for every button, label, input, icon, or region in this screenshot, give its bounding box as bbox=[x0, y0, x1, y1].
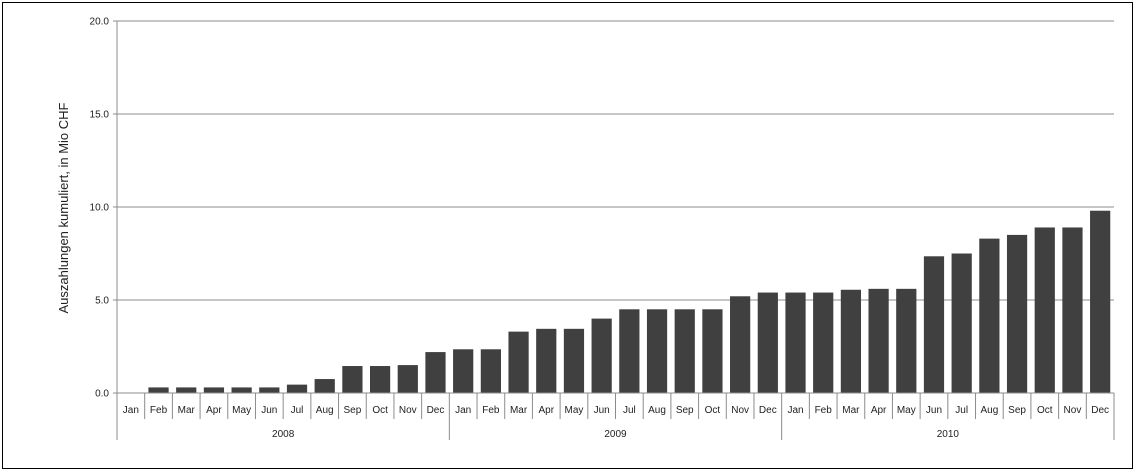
x-tick-label: Jan bbox=[123, 405, 139, 416]
year-label: 2009 bbox=[604, 429, 627, 440]
x-tick-label: Jun bbox=[261, 405, 277, 416]
y-tick-label: 5.0 bbox=[95, 296, 109, 307]
x-tick-label: Oct bbox=[372, 405, 388, 416]
y-axis-label: Auszahlungen kumuliert, in Mio CHF bbox=[56, 102, 71, 313]
x-tick-label: Jan bbox=[455, 405, 471, 416]
x-tick-label: Dec bbox=[427, 405, 445, 416]
bar bbox=[425, 352, 446, 393]
y-tick-labels: 0.0 5.0 10.0 15.0 20.0 bbox=[90, 17, 110, 400]
bar bbox=[646, 309, 668, 393]
bar bbox=[148, 387, 169, 393]
x-tick-label: Apr bbox=[871, 405, 887, 416]
x-tick-label: Sep bbox=[344, 405, 362, 416]
x-tick-label: Jul bbox=[623, 405, 636, 416]
bar bbox=[203, 387, 225, 393]
bars bbox=[148, 210, 1111, 393]
x-tick-label: Aug bbox=[980, 405, 998, 416]
x-tick-label: Feb bbox=[482, 405, 500, 416]
bar bbox=[674, 309, 695, 393]
axes bbox=[113, 20, 1115, 440]
bar bbox=[176, 387, 197, 393]
bar bbox=[369, 366, 391, 393]
x-tick-label: Oct bbox=[1037, 405, 1053, 416]
bar bbox=[231, 387, 252, 393]
year-labels: 2008 2009 2010 bbox=[272, 429, 959, 440]
x-tick-label: Aug bbox=[316, 405, 334, 416]
x-tick-label: Dec bbox=[759, 405, 777, 416]
x-tick-label: Jul bbox=[955, 405, 968, 416]
x-tick-label: Nov bbox=[399, 405, 417, 416]
year-label: 2008 bbox=[272, 429, 295, 440]
x-tick-label: May bbox=[565, 405, 584, 416]
x-tick-label: Feb bbox=[150, 405, 168, 416]
x-tick-labels: Jan Feb Mar Apr May Jun Jul Aug Sep Oct Nov Dec Jan F… bbox=[123, 405, 1109, 416]
bar bbox=[563, 328, 585, 393]
bar bbox=[314, 379, 335, 393]
bar bbox=[896, 288, 917, 393]
y-tick-label: 0.0 bbox=[95, 389, 109, 400]
x-tick-label: May bbox=[897, 405, 916, 416]
y-tick-label: 10.0 bbox=[90, 203, 110, 214]
bar bbox=[259, 387, 280, 393]
bar bbox=[619, 309, 640, 393]
bar bbox=[951, 253, 972, 393]
bar bbox=[591, 318, 612, 393]
x-tick-label: Oct bbox=[705, 405, 721, 416]
x-tick-label: Sep bbox=[676, 405, 694, 416]
x-tick-label: Nov bbox=[731, 405, 749, 416]
x-tick-label: Nov bbox=[1064, 405, 1082, 416]
bar bbox=[286, 384, 308, 393]
y-tick-label: 15.0 bbox=[90, 110, 110, 121]
bar bbox=[868, 288, 889, 393]
bar bbox=[813, 292, 834, 393]
bar bbox=[397, 365, 418, 393]
x-tick-label: Mar bbox=[510, 405, 528, 416]
x-tick-label: Jun bbox=[594, 405, 610, 416]
x-tick-label: Mar bbox=[842, 405, 860, 416]
bar bbox=[757, 292, 778, 393]
bar bbox=[979, 238, 1000, 393]
x-tick-label: Jul bbox=[291, 405, 304, 416]
x-tick-label: Apr bbox=[206, 405, 222, 416]
bar bbox=[730, 296, 751, 393]
bar bbox=[508, 331, 529, 393]
year-label: 2010 bbox=[937, 429, 960, 440]
x-tick-label: Feb bbox=[815, 405, 833, 416]
x-tick-label: Aug bbox=[648, 405, 666, 416]
x-tick-label: Sep bbox=[1008, 405, 1026, 416]
x-tick-label: May bbox=[232, 405, 251, 416]
x-tick-label: Dec bbox=[1091, 405, 1109, 416]
x-tick-label: Mar bbox=[178, 405, 196, 416]
bar bbox=[1090, 210, 1111, 393]
bar bbox=[923, 256, 945, 393]
bar bbox=[785, 292, 806, 393]
gridlines bbox=[117, 20, 1114, 301]
bar bbox=[342, 366, 363, 393]
bar bbox=[1006, 234, 1028, 393]
y-tick-label: 20.0 bbox=[90, 17, 110, 28]
x-tick-label: Jun bbox=[926, 405, 942, 416]
bar bbox=[480, 349, 501, 393]
bar bbox=[453, 349, 474, 393]
x-tick-label: Jan bbox=[787, 405, 803, 416]
bar bbox=[840, 289, 862, 393]
bar bbox=[1062, 227, 1083, 393]
bar bbox=[536, 328, 557, 393]
x-tick-label: Apr bbox=[538, 405, 554, 416]
bar bbox=[702, 309, 723, 393]
bar bbox=[1034, 227, 1055, 393]
